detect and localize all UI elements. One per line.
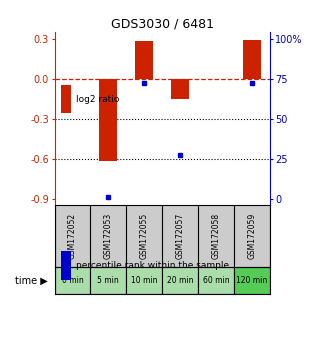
Bar: [100, 79, 117, 161]
Bar: [162, 267, 198, 294]
Text: GSM172058: GSM172058: [211, 213, 221, 259]
Text: log2 ratio: log2 ratio: [76, 95, 119, 104]
Text: 0 min: 0 min: [62, 276, 83, 285]
Text: 60 min: 60 min: [203, 276, 229, 285]
Title: GDS3030 / 6481: GDS3030 / 6481: [111, 18, 213, 31]
Bar: [198, 267, 234, 294]
Text: GSM172052: GSM172052: [68, 213, 77, 259]
Text: GSM172057: GSM172057: [176, 213, 185, 259]
Bar: [126, 267, 162, 294]
Bar: [171, 79, 189, 98]
Bar: [55, 267, 91, 294]
Text: 10 min: 10 min: [131, 276, 157, 285]
Text: GSM172053: GSM172053: [104, 213, 113, 259]
Bar: [135, 41, 153, 79]
Text: percentile rank within the sample: percentile rank within the sample: [76, 261, 229, 270]
Text: time ▶: time ▶: [15, 275, 48, 286]
Text: 20 min: 20 min: [167, 276, 193, 285]
Text: 5 min: 5 min: [98, 276, 119, 285]
Bar: [91, 267, 126, 294]
Bar: [243, 40, 261, 79]
Text: GSM172059: GSM172059: [247, 213, 256, 259]
Bar: [234, 267, 270, 294]
Text: GSM172055: GSM172055: [140, 213, 149, 259]
Text: 120 min: 120 min: [236, 276, 267, 285]
